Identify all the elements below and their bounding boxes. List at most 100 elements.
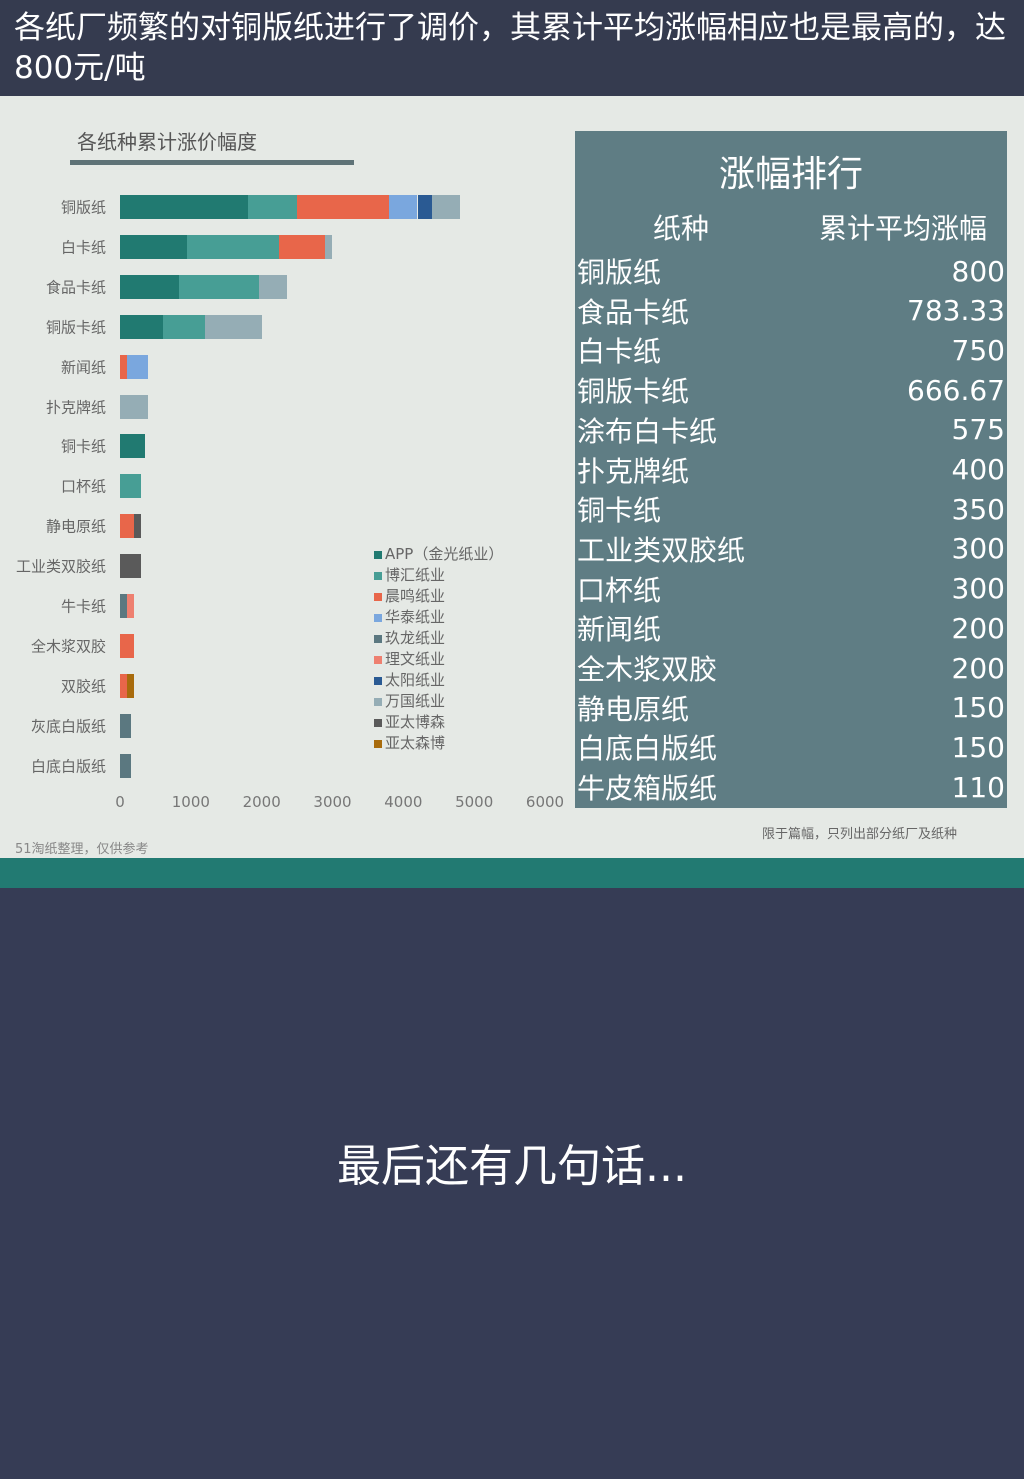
ranking-row: 铜版纸 800 [577,251,1005,291]
category-label: 扑克牌纸 [45,398,106,416]
legend-label: 万国纸业 [385,692,446,710]
legend-item: 理文纸业 [374,649,503,670]
ranking-row: 白底白版纸 150 [577,727,1005,767]
legend-swatch [374,676,382,685]
category-label: 白底白版纸 [30,757,106,776]
category-label: 双胶纸 [60,677,106,696]
category-label: 白卡纸 [60,238,106,257]
category-label: 牛卡纸 [60,597,106,616]
bar-segment [120,195,248,219]
category-label: 铜卡纸 [60,437,106,456]
bar-segment [187,234,280,259]
column-header-rise: 累计平均涨幅 [818,212,987,245]
ranking-table: 涨幅排行 纸种 累计平均涨幅 铜版纸 800 食品卡纸 783.33 白卡纸 750 铜版卡… [575,131,1007,808]
average-rise: 400 [951,453,1005,486]
column-header-type: 纸种 [653,212,710,245]
legend-item: 华泰纸业 [374,607,503,628]
average-rise: 750 [951,333,1005,367]
x-tick-label: 2000 [242,793,281,811]
legend-swatch [374,718,382,727]
bar-segment [127,594,135,618]
bar-segment [258,274,288,299]
legend-item: 博汇纸业 [374,565,503,586]
paper-type: 工业类双胶纸 [577,533,746,567]
bar-segment [389,195,418,219]
average-rise: 783.33 [907,294,1005,328]
legend-swatch [374,697,382,706]
ranking-row: 工业类双胶纸 300 [577,529,1005,569]
bar-segment [178,274,259,299]
category-label: 铜版纸 [60,198,106,217]
divider-band [0,858,1024,888]
ranking-row: 铜版卡纸 666.67 [577,370,1005,410]
bar-segment [120,314,163,339]
paper-type: 全木浆双胶 [577,653,718,686]
average-rise: 350 [951,492,1005,526]
ranking-title: 涨幅排行 [718,154,863,195]
ranking-row: 静电原纸 150 [577,688,1005,728]
category-label: 工业类双胶纸 [15,557,106,576]
bar-segment [120,274,179,299]
paper-type: 新闻纸 [577,613,662,647]
ranking-row: 涂布白卡纸 575 [577,410,1005,450]
legend-swatch [374,592,382,601]
legend-item: 晨鸣纸业 [374,586,503,607]
bar-segment [120,394,149,419]
bar-segment [120,434,145,459]
ranking-row: 牛皮箱版纸 110 [577,767,1005,807]
legend-label: 太阳纸业 [385,671,446,689]
category-label: 灰底白版纸 [30,717,106,736]
paper-type: 白底白版纸 [577,732,718,766]
bar-segment [205,314,262,339]
bar-segment [325,234,333,259]
average-rise: 300 [951,532,1005,566]
average-rise: 575 [951,413,1005,447]
paper-type: 铜版纸 [577,256,662,289]
legend-swatch [374,634,382,643]
source-note: 51淘纸整理，仅供参考 [15,842,149,857]
bar-segment [120,554,142,579]
legend-item: 亚太博森 [374,712,503,733]
legend-swatch [374,655,382,664]
bar-segment [120,474,142,499]
bar-segment [120,673,128,698]
paper-type: 扑克牌纸 [577,454,690,488]
paper-type: 牛皮箱版纸 [577,772,718,806]
ranking-row: 全木浆双胶 200 [577,648,1005,688]
average-rise: 150 [951,730,1005,764]
ranking-row: 新闻纸 200 [577,608,1005,648]
average-rise: 800 [951,254,1005,288]
legend-swatch [374,550,382,559]
legend-swatch [374,613,382,622]
paper-type: 白卡纸 [577,335,662,369]
legend-swatch [374,571,382,580]
category-label: 全木浆双胶 [30,637,106,656]
bar-segment [120,713,131,738]
x-tick-label: 5000 [455,793,494,811]
ranking-row: 铜卡纸 350 [577,489,1005,529]
closing-text: 最后还有几句话... [337,1141,687,1192]
page-header: 各纸厂频繁的对铜版纸进行了调价，其累计平均涨幅相应也是最高的，达800元/吨 [0,0,1024,96]
legend-item: 太阳纸业 [374,670,503,691]
legend-label: 理文纸业 [385,650,446,668]
legend-label: 亚太博森 [385,713,446,731]
category-label: 口杯纸 [60,477,106,496]
chart-panel: 各纸种累计涨价幅度 APP（金光纸业） 博汇纸业 晨鸣纸业 华泰纸业 玖龙纸业 理文纸业太… [0,96,1024,858]
category-label: 食品卡纸 [45,278,106,297]
average-rise: 150 [951,691,1005,725]
bar-segment [134,514,142,539]
bar-segment [417,195,432,219]
legend-label: 华泰纸业 [385,608,446,626]
ranking-row: 扑克牌纸 400 [577,450,1005,490]
legend-label: 玖龙纸业 [385,629,446,647]
average-rise: 300 [951,572,1005,606]
x-tick-label: 3000 [313,793,352,811]
paper-type: 静电原纸 [577,692,690,726]
ranking-row: 口杯纸 300 [577,569,1005,609]
x-tick-label: 0 [115,793,125,811]
bar-segment [297,195,390,219]
paper-type: 铜版卡纸 [577,375,690,409]
legend-label: 晨鸣纸业 [385,587,446,605]
x-tick-label: 4000 [384,793,423,811]
legend-label: 博汇纸业 [385,566,446,584]
